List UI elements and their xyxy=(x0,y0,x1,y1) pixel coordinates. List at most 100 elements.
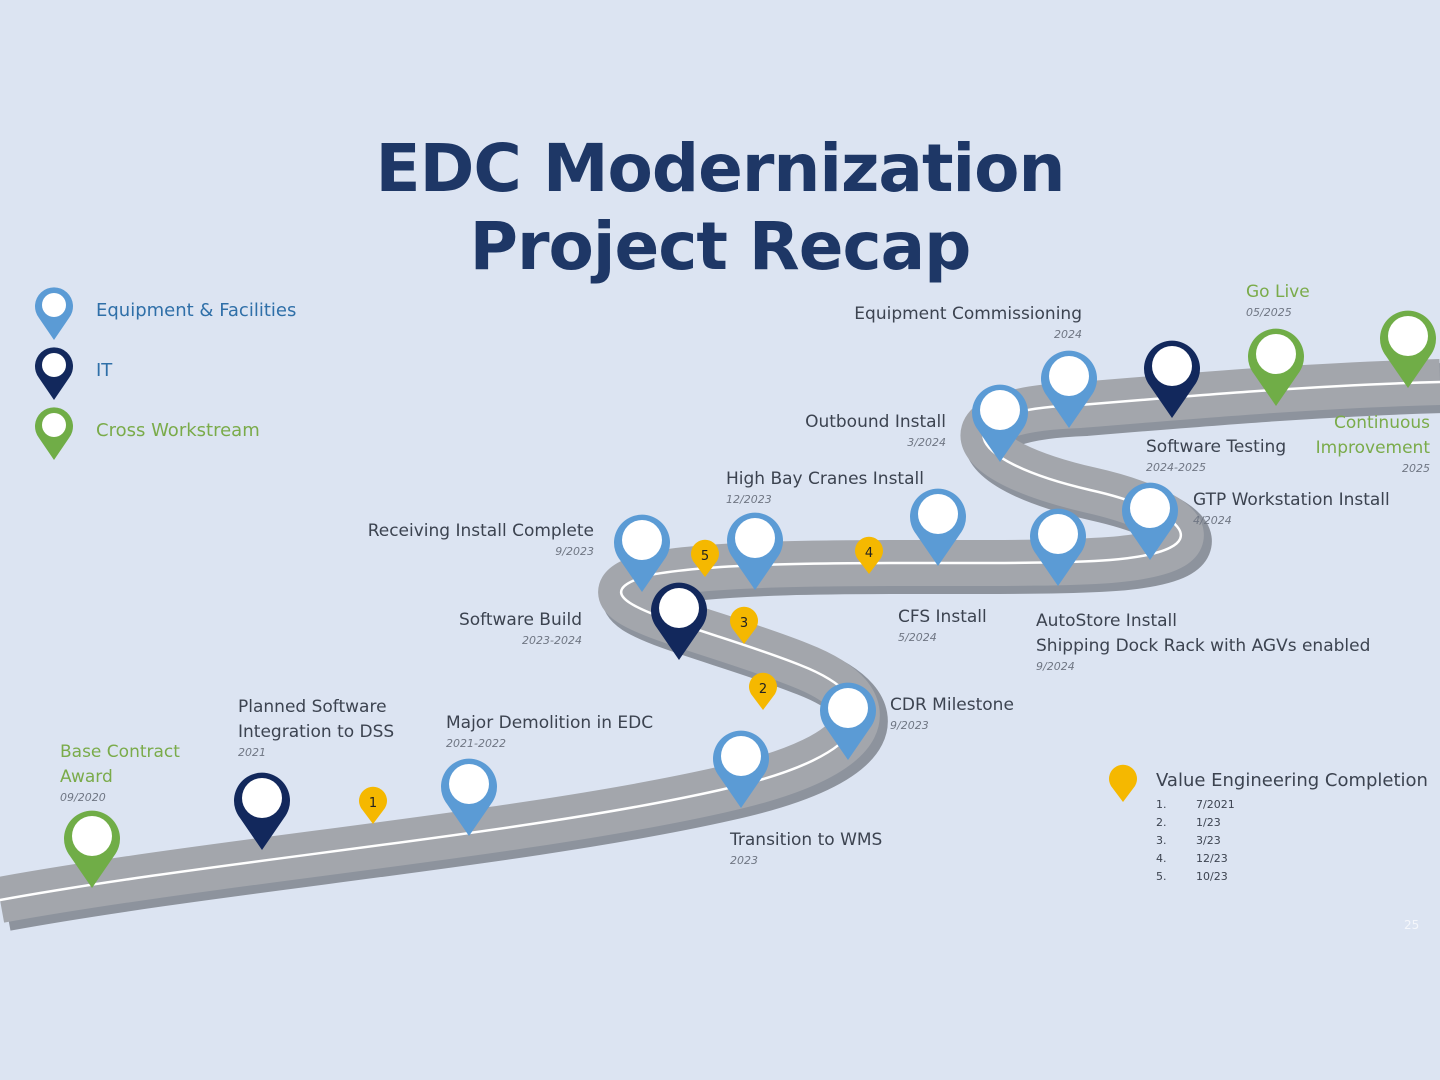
legend-label: IT xyxy=(96,360,113,381)
pin-continuous-improvement-icon xyxy=(1380,310,1436,388)
milestone-name: GTP Workstation Install xyxy=(1193,490,1390,510)
milestone-date: 9/2023 xyxy=(555,545,594,558)
pin-software-build-icon xyxy=(651,582,707,660)
label-go-live: Go Live 05/2025 xyxy=(1246,280,1310,320)
ve-marker-2-icon: 2 xyxy=(749,672,777,710)
milestone-date: 09/2020 xyxy=(60,791,106,804)
list-item: 2. 1/23 xyxy=(1156,814,1235,832)
ve-marker-5-icon: 5 xyxy=(691,539,719,577)
item-number: 4. xyxy=(1156,852,1167,865)
pin-high-bay-cranes-icon xyxy=(727,512,783,590)
milestone-name: Base Contract xyxy=(60,742,180,762)
milestone-date: 2023 xyxy=(730,854,758,867)
milestone-date: 2024 xyxy=(1054,328,1082,341)
ve-marker-label: 3 xyxy=(740,616,748,631)
milestone-date: 2021-2022 xyxy=(446,737,506,750)
milestone-name: CFS Install xyxy=(898,607,987,627)
pin-transition-wms-icon xyxy=(713,730,769,808)
label-software-testing: Software Testing 2024-2025 xyxy=(1146,435,1286,475)
milestone-name: Continuous xyxy=(1333,413,1430,433)
milestone-name: Planned Software xyxy=(238,697,387,717)
ve-marker-1-icon: 1 xyxy=(359,786,387,824)
item-number: 5. xyxy=(1156,870,1167,883)
pin-receiving-install-icon xyxy=(614,514,670,592)
ve-marker-label: 2 xyxy=(759,682,767,697)
value-engineering-pin-icon xyxy=(1109,764,1137,802)
item-number: 1. xyxy=(1156,798,1167,811)
pin-cdr-milestone-icon xyxy=(820,682,876,760)
milestone-name: Go Live xyxy=(1246,282,1310,302)
milestone-date: 4/2024 xyxy=(1193,514,1232,527)
label-cfs-install: CFS Install 5/2024 xyxy=(898,605,987,645)
milestone-date: 2025 xyxy=(1402,462,1430,475)
item-date: 1/23 xyxy=(1196,816,1221,829)
pin-autostore-icon xyxy=(1030,508,1086,586)
item-date: 7/2021 xyxy=(1196,798,1235,811)
milestone-name: High Bay Cranes Install xyxy=(726,469,924,489)
pin-outbound-install-icon xyxy=(972,384,1028,462)
milestone-name: CDR Milestone xyxy=(890,695,1014,715)
milestone-name: Improvement xyxy=(1315,438,1430,458)
list-item: 4. 12/23 xyxy=(1156,850,1235,868)
legend-label: Equipment & Facilities xyxy=(96,300,297,321)
item-number: 2. xyxy=(1156,816,1167,829)
list-item: 3. 3/23 xyxy=(1156,832,1235,850)
label-high-bay-cranes: High Bay Cranes Install 12/2023 xyxy=(726,467,924,507)
ve-marker-3-icon: 3 xyxy=(730,606,758,644)
milestone-name: Transition to WMS xyxy=(730,830,883,850)
pin-planned-software-icon xyxy=(234,772,290,850)
item-date: 10/23 xyxy=(1196,870,1228,883)
pin-base-contract-icon xyxy=(64,810,120,888)
list-item: 5. 10/23 xyxy=(1156,868,1235,886)
item-number: 3. xyxy=(1156,834,1167,847)
item-date: 12/23 xyxy=(1196,852,1228,865)
ve-marker-label: 5 xyxy=(701,549,709,564)
legend-label: Cross Workstream xyxy=(96,420,260,441)
pin-go-live-icon xyxy=(1248,328,1304,406)
milestone-date: 9/2023 xyxy=(890,719,929,732)
pin-gtp-workstation-icon xyxy=(1122,482,1178,560)
pin-major-demolition-icon xyxy=(441,758,497,836)
milestone-name: AutoStore Install xyxy=(1036,611,1177,631)
label-cdr-milestone: CDR Milestone 9/2023 xyxy=(890,693,1014,733)
pin-software-testing-icon xyxy=(1144,340,1200,418)
milestone-name: Receiving Install Complete xyxy=(367,521,594,541)
milestone-date: 3/2024 xyxy=(907,436,946,449)
ve-marker-label: 1 xyxy=(369,796,377,811)
map-pin-icon xyxy=(35,287,73,340)
label-gtp-workstation: GTP Workstation Install 4/2024 xyxy=(1193,488,1390,528)
label-autostore: AutoStore Install Shipping Dock Rack wit… xyxy=(1036,609,1370,674)
label-continuous-improvement: Continuous Improvement 2025 xyxy=(1290,411,1430,476)
item-date: 3/23 xyxy=(1196,834,1221,847)
milestone-name: Major Demolition in EDC xyxy=(446,713,654,733)
ve-marker-label: 4 xyxy=(865,546,873,561)
milestone-name: Integration to DSS xyxy=(238,722,395,742)
milestone-date: 9/2024 xyxy=(1036,660,1075,673)
pin-cfs-install-icon xyxy=(910,488,966,566)
label-software-build: Software Build 2023-2024 xyxy=(432,608,582,648)
pin-equipment-commissioning-icon xyxy=(1041,350,1097,428)
milestone-date: 5/2024 xyxy=(898,631,937,644)
milestone-date: 12/2023 xyxy=(726,493,772,506)
value-engineering-title: Value Engineering Completion xyxy=(1156,770,1428,791)
label-base-contract: Base Contract Award 09/2020 xyxy=(60,740,180,805)
milestone-name: Shipping Dock Rack with AGVs enabled xyxy=(1036,636,1371,656)
label-outbound-install: Outbound Install 3/2024 xyxy=(766,410,946,450)
milestone-name: Award xyxy=(60,767,113,787)
milestone-date: 2021 xyxy=(238,746,266,759)
map-pin-icon xyxy=(35,347,73,400)
page-title: EDC Modernization Project Recap xyxy=(0,130,1440,286)
title-line-2: Project Recap xyxy=(469,208,972,285)
milestone-name: Software Testing xyxy=(1146,437,1287,457)
title-line-1: EDC Modernization xyxy=(375,130,1066,207)
label-major-demolition: Major Demolition in EDC 2021-2022 xyxy=(446,711,653,751)
list-item: 1. 7/2021 xyxy=(1156,796,1235,814)
milestone-name: Software Build xyxy=(458,610,582,630)
milestone-date: 2024-2025 xyxy=(1146,461,1206,474)
map-pin-icon xyxy=(35,407,73,460)
ve-marker-4-icon: 4 xyxy=(855,536,883,574)
milestone-date: 2023-2024 xyxy=(522,634,582,647)
value-engineering-list: 1. 7/2021 2. 1/23 3. 3/23 4. 12/23 5. 10/23 xyxy=(1156,796,1235,886)
label-equipment-commissioning: Equipment Commissioning 2024 xyxy=(842,302,1082,342)
label-planned-software: Planned Software Integration to DSS 2021 xyxy=(238,695,394,760)
